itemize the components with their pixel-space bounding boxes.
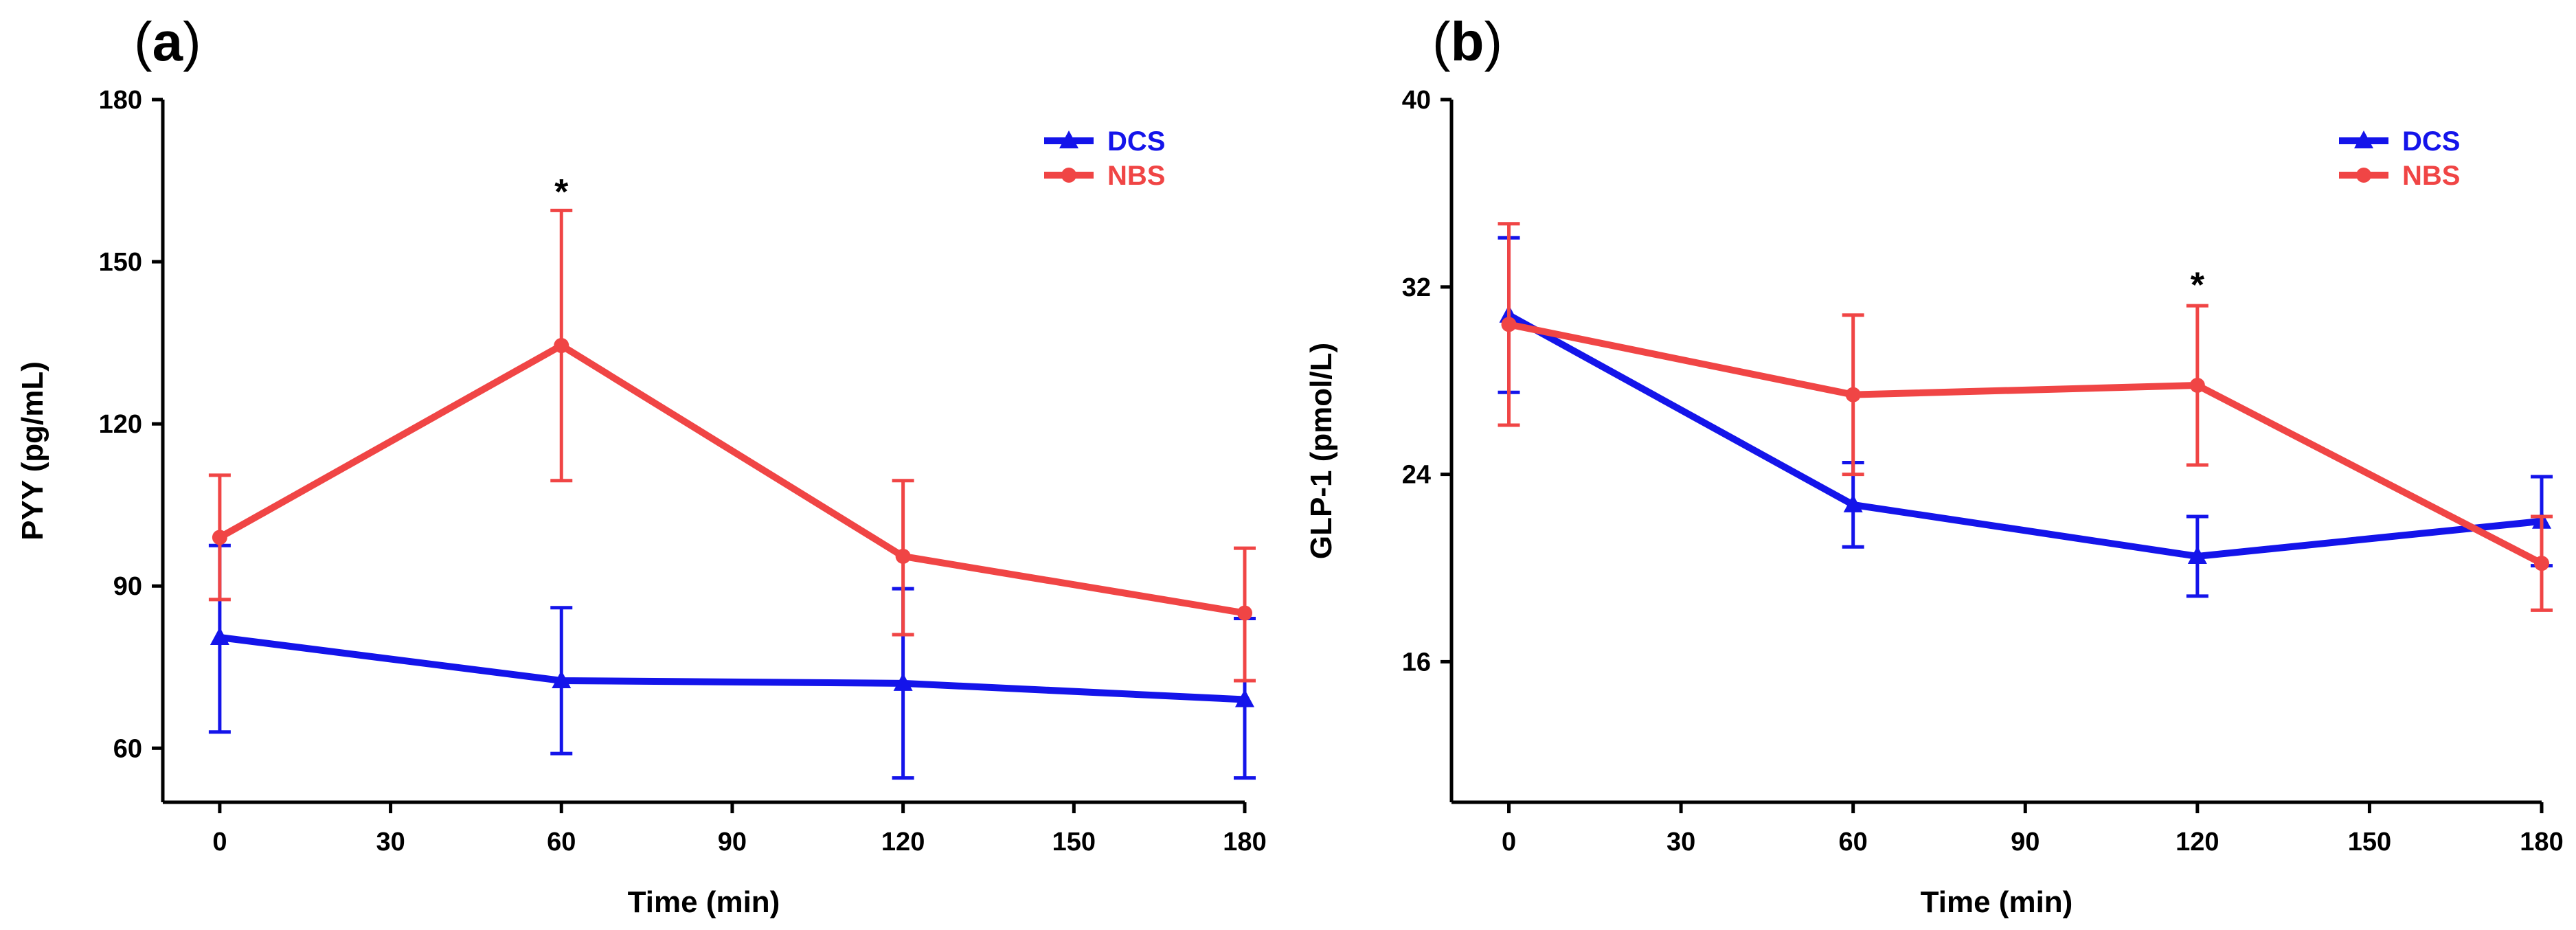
panel-a-y-tick-label: 180 bbox=[99, 86, 142, 115]
panel-a-legend-nbs-marker bbox=[1061, 168, 1076, 183]
panel-b-x-tick-label: 150 bbox=[2348, 828, 2391, 857]
panel-a-dcs-series bbox=[208, 543, 1256, 780]
panel-b-dcs-line bbox=[1507, 312, 2542, 560]
panel-a-nbs-series bbox=[208, 208, 1256, 683]
panel-b-y-tick-label: 16 bbox=[1402, 648, 1431, 677]
panel-b-x-tick-label: 120 bbox=[2176, 828, 2219, 857]
panel-b-y-axis-title: GLP-1 (pmol/L) bbox=[1304, 343, 1338, 559]
panel-a-letter: a bbox=[152, 11, 183, 72]
panel-b-legend-dcs-marker bbox=[2354, 131, 2373, 148]
panel-b-legend-nbs-label: NBS bbox=[2402, 161, 2460, 191]
chart-panel-b: 16 24 32 40 0 30 60 90 120 150 180 Time (min) GLP-1 … bbox=[1304, 86, 2564, 919]
panel-b-x-tick-label: 90 bbox=[2011, 828, 2040, 857]
panel-b-x-tick-label: 60 bbox=[1839, 828, 1868, 857]
panel-a-x-tick-label: 120 bbox=[881, 828, 925, 857]
panel-a-nbs-point bbox=[895, 548, 911, 564]
panel-b-nbs-point bbox=[2534, 556, 2549, 571]
panel-b-nbs-series bbox=[1498, 222, 2553, 612]
panel-b-dcs-series bbox=[1498, 236, 2553, 598]
panel-b-y-tick-label: 40 bbox=[1402, 86, 1431, 115]
panel-b-x-tick-label: 30 bbox=[1667, 828, 1695, 857]
panel-a-legend-dcs-marker bbox=[1059, 131, 1078, 148]
panel-b-dcs-point bbox=[2187, 545, 2207, 564]
panel-a-dcs-line bbox=[219, 634, 1245, 703]
panel-a-dcs-point bbox=[1235, 689, 1254, 707]
panel-a-dcs-point bbox=[893, 672, 913, 691]
panel-a-nbs-point bbox=[1237, 605, 1252, 621]
panel-a-y-axis-title: PYY (pg/mL) bbox=[16, 361, 49, 541]
panel-b-legend-nbs-marker bbox=[2356, 168, 2371, 183]
panel-a-nbs-line bbox=[218, 342, 1245, 617]
panel-a-legend-dcs-label: DCS bbox=[1107, 126, 1165, 157]
panel-a-x-tick-label: 0 bbox=[212, 828, 227, 857]
panel-b-significance-marker: * bbox=[2191, 265, 2205, 305]
panel-a-label: (a) bbox=[134, 11, 201, 72]
panel-b-nbs-point bbox=[2189, 378, 2205, 394]
panel-b-dcs-point bbox=[1843, 494, 1863, 512]
panel-b-x-tick-label: 180 bbox=[2520, 828, 2563, 857]
panel-a-dcs-point bbox=[552, 670, 572, 688]
panel-b-letter: b bbox=[1451, 11, 1484, 72]
panel-a-x-axis-title: Time (min) bbox=[628, 885, 780, 919]
panel-b-x-axis-title: Time (min) bbox=[1921, 885, 2073, 919]
panel-b-x-tick-label: 0 bbox=[1502, 828, 1516, 857]
panel-a-x-tick-label: 90 bbox=[718, 828, 747, 857]
panel-a-y-tick-label: 150 bbox=[99, 248, 142, 277]
panel-a-x-tick-label: 150 bbox=[1052, 828, 1096, 857]
panel-b-label: (b) bbox=[1432, 11, 1502, 72]
panel-a-dcs-point bbox=[210, 626, 229, 645]
panel-b-y-tick-label: 32 bbox=[1402, 273, 1431, 302]
panel-a-x-tick-label: 180 bbox=[1223, 828, 1266, 857]
panel-b-nbs-line bbox=[1508, 321, 2544, 567]
panel-b-legend-dcs-label: DCS bbox=[2402, 126, 2460, 157]
panel-a-x-tick-label: 60 bbox=[547, 828, 576, 857]
chart-panel-a: 60 90 120 150 180 0 30 60 90 120 150 180 Time (min) P… bbox=[16, 86, 1267, 919]
panel-a-y-tick-label: 120 bbox=[99, 410, 142, 439]
panel-a-x-tick-label: 30 bbox=[376, 828, 405, 857]
panel-a-significance-marker: * bbox=[554, 172, 569, 212]
panel-b-nbs-point bbox=[1501, 317, 1517, 332]
panel-a-nbs-point bbox=[212, 530, 227, 545]
panel-b-nbs-point bbox=[1845, 387, 1861, 402]
panel-a-legend-nbs-label: NBS bbox=[1107, 161, 1165, 191]
panel-a-nbs-point bbox=[554, 338, 569, 354]
panel-b-y-tick-label: 24 bbox=[1402, 461, 1431, 490]
panel-a-y-tick-label: 90 bbox=[113, 572, 142, 601]
panel-a-y-tick-label: 60 bbox=[113, 734, 142, 763]
